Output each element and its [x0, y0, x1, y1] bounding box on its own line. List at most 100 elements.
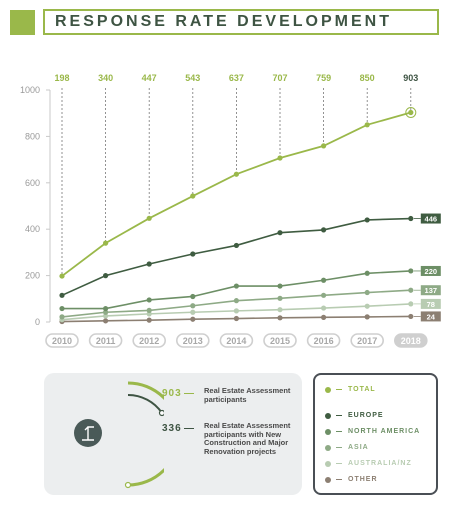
y-tick-label: 1000	[20, 85, 40, 95]
x-tick-label: 2012	[139, 336, 159, 346]
data-point-north-america	[146, 297, 152, 303]
x-tick-pill	[45, 333, 79, 348]
data-point-other	[408, 313, 414, 320]
data-point-other	[233, 315, 239, 322]
end-label-box	[420, 213, 441, 224]
x-tick-label: 2016	[314, 336, 334, 346]
x-tick-label: 2017	[357, 336, 377, 346]
x-tick-label: 2014	[226, 336, 246, 346]
data-point-north-america	[321, 277, 327, 283]
stat-text-1: Real Estate Assessment participants	[204, 386, 291, 404]
data-point-australia-nz	[408, 301, 414, 307]
stat-value-2: 336	[162, 423, 182, 434]
legend-item-australia-nz: AUSTRALIA/NZ	[325, 460, 412, 467]
x-tick-pill	[219, 333, 254, 348]
legend-item-north-america: NORTH AMERICA	[325, 428, 420, 435]
response-rate-chart: 0 200 400 600 800 1000 198 340 447 543 637 707 759 85…	[20, 73, 441, 348]
end-label-box	[420, 311, 441, 322]
data-point-europe	[321, 227, 327, 233]
end-label-north-america: 220	[425, 267, 438, 276]
data-point-other	[364, 314, 370, 320]
legend-item-total: TOTAL	[325, 386, 376, 393]
stat-value-1: 903	[162, 388, 182, 399]
x-tick-label: 2018	[401, 336, 421, 346]
data-point-australia-nz	[103, 313, 109, 319]
title-accent-square	[10, 10, 35, 35]
data-point-north-america	[103, 305, 109, 312]
x-tick-pill	[176, 333, 210, 348]
stat-text-2: Real Estate Assessment participants with…	[204, 421, 291, 456]
info-card: 903 Real Estate Assessment participants …	[44, 373, 302, 495]
data-point-europe	[233, 242, 239, 249]
data-point-asia	[321, 292, 327, 298]
end-label-asia: 137	[425, 286, 438, 295]
page-title: RESPONSE RATE DEVELOPMENT	[55, 13, 392, 30]
data-point-asia	[408, 287, 414, 293]
data-point-europe	[146, 261, 152, 267]
y-tick-label: 600	[25, 178, 40, 188]
y-tick-label: 400	[25, 224, 40, 234]
data-point-other	[190, 316, 196, 322]
top-data-label: 707	[272, 73, 287, 83]
x-tick-pill	[393, 333, 428, 348]
y-tick-label: 800	[25, 131, 40, 141]
data-point-other	[277, 315, 283, 321]
x-tick-label: 2011	[96, 336, 116, 346]
data-point-other	[321, 314, 327, 320]
y-tick-label: 0	[35, 317, 40, 327]
end-label-box	[420, 265, 441, 276]
data-point-europe	[59, 292, 65, 298]
data-point-asia	[190, 303, 196, 309]
data-point-europe	[408, 215, 414, 222]
end-label-box	[420, 285, 441, 296]
end-label-europe: 446	[425, 215, 438, 224]
data-point-asia	[103, 309, 109, 315]
data-point-asia	[59, 314, 65, 320]
data-point-total	[277, 155, 283, 161]
top-data-label: 637	[229, 73, 244, 83]
x-tick-label: 2013	[183, 336, 203, 346]
data-point-australia-nz	[233, 308, 239, 314]
data-point-asia	[277, 295, 283, 301]
legend-item-europe: EUROPE	[325, 412, 384, 419]
data-point-asia	[146, 307, 152, 313]
x-tick-pill	[132, 333, 166, 348]
x-tick-pill	[350, 333, 385, 348]
top-data-label: 447	[142, 73, 157, 83]
data-point-total	[233, 171, 239, 177]
x-tick-pill	[263, 333, 297, 348]
top-data-label: 850	[360, 73, 375, 83]
data-point-other	[146, 317, 152, 323]
top-data-label: 543	[185, 73, 200, 83]
data-point-total	[408, 109, 414, 116]
data-point-europe	[103, 273, 109, 279]
highlight-ring	[405, 107, 417, 119]
x-tick-label: 2015	[270, 336, 290, 346]
top-data-label: 198	[54, 73, 69, 83]
legend: TOTAL EUROPE NORTH AMERICA ASIA AUSTRALI…	[313, 373, 438, 495]
data-point-north-america	[408, 268, 414, 274]
data-point-europe	[277, 230, 283, 236]
data-point-total	[190, 193, 196, 199]
end-label-box	[420, 298, 441, 309]
x-tick-label: 2010	[52, 336, 72, 346]
data-point-europe	[190, 251, 196, 257]
progress-arcs	[74, 381, 164, 489]
data-point-north-america	[364, 270, 370, 276]
data-point-australia-nz	[321, 305, 327, 311]
data-point-australia-nz	[277, 307, 283, 313]
data-point-asia	[233, 298, 239, 304]
data-point-total	[364, 122, 370, 128]
data-point-total	[59, 273, 65, 279]
top-data-label: 759	[316, 73, 331, 83]
x-tick-pill	[306, 333, 341, 348]
data-point-europe	[364, 217, 370, 223]
legend-item-other: OTHER	[325, 476, 378, 483]
data-point-australia-nz	[364, 303, 370, 309]
top-data-label: 903	[403, 73, 418, 83]
data-point-north-america	[233, 283, 239, 289]
data-point-north-america	[277, 283, 283, 289]
end-label-australia-nz: 78	[427, 300, 435, 309]
data-point-other	[103, 318, 109, 324]
data-point-north-america	[59, 305, 65, 312]
